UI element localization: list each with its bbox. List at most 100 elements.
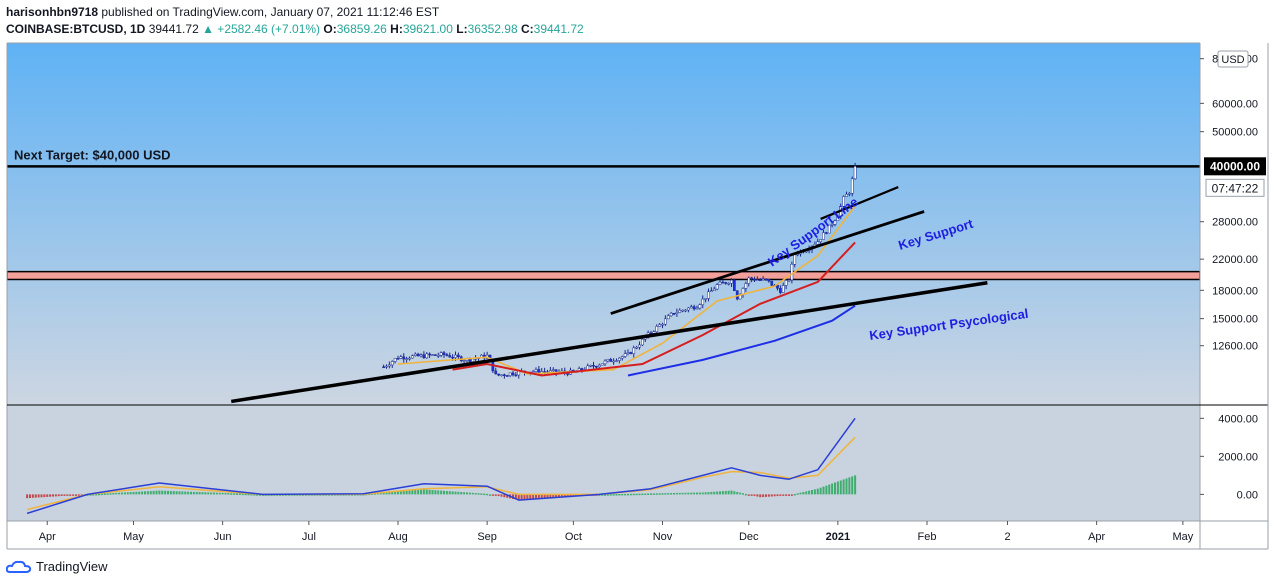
macd-histogram-bar [805,491,808,495]
macd-histogram-bar [609,494,612,496]
macd-histogram-bar [566,494,569,497]
macd-histogram-bar [376,492,379,495]
last-price: 39441.72 [148,22,199,36]
author-name[interactable]: harisonhbn9718 [6,5,99,19]
candle [695,307,699,310]
macd-histogram-bar [523,494,526,500]
macd-pane[interactable] [7,405,1200,521]
tradingview-logo[interactable]: TradingView [6,559,108,574]
target-label: Next Target: $40,000 USD [14,147,171,162]
macd-background [7,405,1200,521]
macd-histogram-bar [57,494,60,497]
macd-histogram-bar [43,494,46,498]
macd-histogram-bar [146,491,149,495]
candle [664,318,667,325]
macd-histogram-bar [601,494,604,496]
macd-histogram-bar [486,493,489,496]
candle [825,232,828,234]
macd-histogram-bar [112,493,115,495]
macd-histogram-bar [213,492,215,495]
price-tick-label: 28000.00 [1212,217,1258,229]
macd-histogram-bar [696,492,698,495]
macd-histogram-bar [175,491,178,495]
candle [606,359,610,362]
macd-histogram-bar [178,491,181,495]
macd-histogram-bar [742,493,744,495]
macd-histogram-bar [54,494,57,497]
macd-histogram-bar [667,493,670,495]
macd-histogram-bar [788,494,790,496]
macd-histogram-bar [831,483,834,495]
candle [819,239,822,242]
macd-histogram-bar [546,494,549,499]
macd-histogram-bar [34,494,37,498]
macd-histogram-bar [132,491,135,495]
macd-histogram-bar [670,493,673,495]
candle [428,353,431,356]
macd-histogram-bar [733,491,736,495]
macd-histogram-bar [517,494,520,501]
candle [413,353,417,356]
resistance-band [7,270,1200,281]
macd-histogram-bar [819,487,822,495]
candle [600,363,604,366]
candle [704,298,707,300]
macd-histogram-bar [224,493,227,495]
macd-tick-label: 0.00 [1237,489,1258,501]
macd-histogram-bar [558,494,560,498]
macd-histogram-bar [687,492,690,495]
macd-histogram-bar [503,494,506,498]
macd-histogram-bar [756,494,759,497]
candle [448,355,452,358]
macd-histogram-bar [673,493,675,495]
macd-histogram-bar [532,494,535,500]
macd-histogram-bar [103,493,106,495]
candle [494,370,498,375]
macd-histogram-bar [152,490,155,495]
macd-histogram-bar [169,490,172,495]
usd-badge-label: USD [1221,54,1244,66]
macd-histogram-bar [790,494,793,496]
macd-histogram-bar [842,479,845,495]
macd-histogram-bar [190,491,192,495]
macd-histogram-bar [247,493,250,496]
candle [850,178,854,194]
macd-histogram-bar [658,493,661,495]
macd-histogram-bar [690,492,693,495]
candle [692,306,696,310]
macd-histogram-bar [382,492,385,495]
macd-line [26,417,856,515]
macd-histogram-bar [126,492,129,495]
candle [730,279,733,284]
candle [396,358,400,360]
macd-histogram-bar [678,492,681,495]
tradingview-brand: TradingView [36,559,108,574]
macd-histogram-bar [46,494,49,497]
macd-histogram-bar [747,494,750,496]
candle [747,277,751,284]
macd-histogram-bar [466,492,468,495]
macd-histogram-bar [121,492,123,495]
candle [733,279,736,292]
candle [514,374,518,377]
macd-histogram-bar [753,494,756,496]
macd-histogram-bar [49,494,52,497]
candle [727,283,730,285]
macd-histogram-bar [707,492,710,495]
candle [405,358,408,360]
price-tick-label: 15000.00 [1212,314,1258,326]
candle [632,347,636,354]
countdown-label: 07:47:22 [1212,181,1259,195]
macd-histogram-bar [675,492,678,495]
candle [589,365,592,367]
macd-histogram-bar [560,494,563,498]
candle [721,281,725,284]
candle [629,352,633,354]
macd-histogram-bar [497,494,500,497]
macd-histogram-bar [98,493,100,496]
candle [845,194,848,197]
time-tick-label: Nov [653,531,673,543]
candle [402,356,406,360]
